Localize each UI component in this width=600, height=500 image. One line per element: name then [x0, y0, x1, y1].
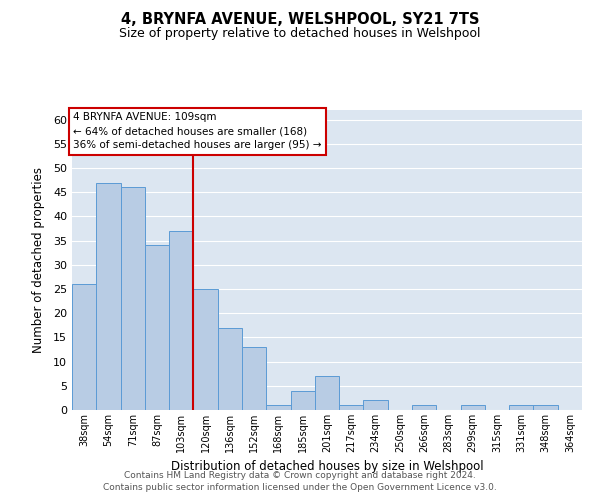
- Text: Contains public sector information licensed under the Open Government Licence v3: Contains public sector information licen…: [103, 484, 497, 492]
- Bar: [145, 246, 169, 410]
- Bar: [169, 231, 193, 410]
- Text: Size of property relative to detached houses in Welshpool: Size of property relative to detached ho…: [119, 28, 481, 40]
- Bar: [96, 182, 121, 410]
- Bar: [412, 405, 436, 410]
- Bar: [315, 376, 339, 410]
- Bar: [290, 390, 315, 410]
- Text: Contains HM Land Registry data © Crown copyright and database right 2024.: Contains HM Land Registry data © Crown c…: [124, 471, 476, 480]
- Bar: [218, 328, 242, 410]
- Bar: [121, 188, 145, 410]
- Bar: [266, 405, 290, 410]
- Y-axis label: Number of detached properties: Number of detached properties: [32, 167, 44, 353]
- Text: 4, BRYNFA AVENUE, WELSHPOOL, SY21 7TS: 4, BRYNFA AVENUE, WELSHPOOL, SY21 7TS: [121, 12, 479, 28]
- Bar: [509, 405, 533, 410]
- Bar: [364, 400, 388, 410]
- Bar: [461, 405, 485, 410]
- Text: 4 BRYNFA AVENUE: 109sqm
← 64% of detached houses are smaller (168)
36% of semi-d: 4 BRYNFA AVENUE: 109sqm ← 64% of detache…: [73, 112, 322, 150]
- Bar: [242, 347, 266, 410]
- X-axis label: Distribution of detached houses by size in Welshpool: Distribution of detached houses by size …: [170, 460, 484, 473]
- Bar: [72, 284, 96, 410]
- Bar: [533, 405, 558, 410]
- Bar: [193, 289, 218, 410]
- Bar: [339, 405, 364, 410]
